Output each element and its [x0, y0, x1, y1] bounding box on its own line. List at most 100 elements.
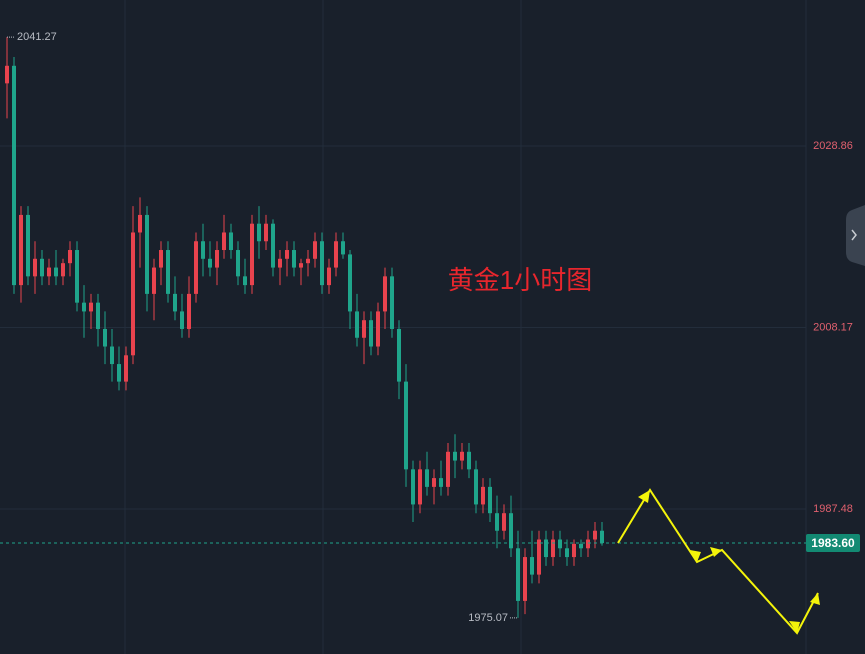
candle-body: [5, 65, 9, 84]
candle-body: [516, 548, 520, 601]
candle-body: [96, 302, 100, 329]
candle-body: [404, 381, 408, 470]
candle-body: [341, 241, 345, 255]
candle-body: [348, 254, 352, 312]
candle-body: [124, 355, 128, 382]
candle-body: [586, 539, 590, 549]
candle-body: [257, 223, 261, 242]
candle-body: [194, 241, 198, 294]
candle-body: [376, 311, 380, 347]
candle-body: [33, 258, 37, 277]
candle-body: [362, 320, 366, 338]
candle-body: [397, 328, 401, 382]
candle-body: [89, 302, 93, 312]
candle-body: [243, 276, 247, 286]
last-price-box: [806, 534, 860, 553]
candle-body: [103, 328, 107, 347]
candle-body: [446, 451, 450, 487]
candle-body: [222, 232, 226, 251]
low-label: 1975.07: [468, 612, 508, 624]
candle-body: [278, 258, 282, 268]
candle-body: [166, 250, 170, 294]
candle-body: [40, 258, 44, 277]
candle-body: [411, 469, 415, 505]
arrow-head: [810, 593, 820, 605]
candle-body: [201, 241, 205, 259]
candle-body: [558, 539, 562, 549]
candle-body: [75, 250, 79, 303]
candle-body: [47, 267, 51, 277]
candle-body: [229, 232, 233, 251]
candle-body: [292, 250, 296, 268]
candle-body: [152, 267, 156, 294]
high-label: 2041.27: [17, 31, 57, 43]
candle-body: [509, 513, 513, 549]
candle-body: [579, 543, 583, 549]
candle-body: [355, 311, 359, 338]
candle-body: [12, 65, 16, 286]
candle-body: [131, 232, 135, 356]
arrow-head: [690, 550, 701, 562]
candle-body: [19, 214, 23, 286]
candle-body: [495, 513, 499, 531]
candle-body: [264, 223, 268, 242]
candle-body: [271, 223, 275, 268]
candle-body: [138, 214, 142, 233]
candle-body: [425, 469, 429, 487]
candle-body: [439, 478, 443, 487]
candle-body: [383, 276, 387, 312]
candle-body: [537, 539, 541, 575]
candle-body: [530, 557, 534, 575]
candle-body: [390, 276, 394, 329]
annotation: 黄金1小时图: [448, 265, 592, 295]
candle-body: [54, 267, 58, 277]
candle-body: [544, 539, 548, 558]
candle-body: [299, 263, 303, 268]
candle-body: [26, 214, 30, 277]
candle-body: [82, 302, 86, 312]
candle-body: [481, 486, 485, 505]
candle-body: [173, 293, 177, 312]
candle-body: [460, 451, 464, 461]
candle-body: [110, 346, 114, 365]
candle-body: [551, 539, 555, 558]
candle-body: [320, 241, 324, 286]
arrow-head: [789, 621, 800, 633]
candle-body: [208, 258, 212, 268]
candle-body: [159, 250, 163, 268]
candle-body: [117, 364, 121, 382]
candle-body: [236, 250, 240, 277]
candle-body: [432, 478, 436, 487]
candle-body: [565, 548, 569, 558]
candle-body: [523, 557, 527, 601]
candle-body: [593, 530, 597, 540]
candle-body: [600, 530, 604, 544]
candle-body: [61, 263, 65, 277]
candle-body: [334, 241, 338, 268]
candle-body: [187, 293, 191, 329]
candle-body: [369, 320, 373, 347]
plot: 1987.48 2008.17 2028.86 2041.27 1975.07 1983.…: [0, 31, 860, 624]
candle-body: [313, 241, 317, 259]
candle-body: [250, 223, 254, 286]
candle-body: [453, 451, 457, 461]
arrow-head: [710, 547, 722, 557]
candle-body: [488, 486, 492, 514]
candle-body: [502, 513, 506, 531]
candle-body: [306, 258, 310, 264]
candle-body: [68, 250, 72, 264]
candle-body: [215, 250, 219, 268]
y-tick-label: 1987.48: [813, 503, 853, 515]
y-tick-label: 2028.86: [813, 140, 853, 152]
candle-body: [327, 267, 331, 286]
candle-body: [418, 469, 422, 505]
chevron-icon: [851, 229, 857, 241]
arrow-head: [638, 490, 650, 503]
candle-body: [285, 250, 289, 259]
candle-body: [572, 543, 576, 558]
y-tick-label: 2008.17: [813, 321, 853, 333]
last-price-label: 1983.60: [811, 536, 855, 550]
candle-body: [145, 214, 149, 294]
